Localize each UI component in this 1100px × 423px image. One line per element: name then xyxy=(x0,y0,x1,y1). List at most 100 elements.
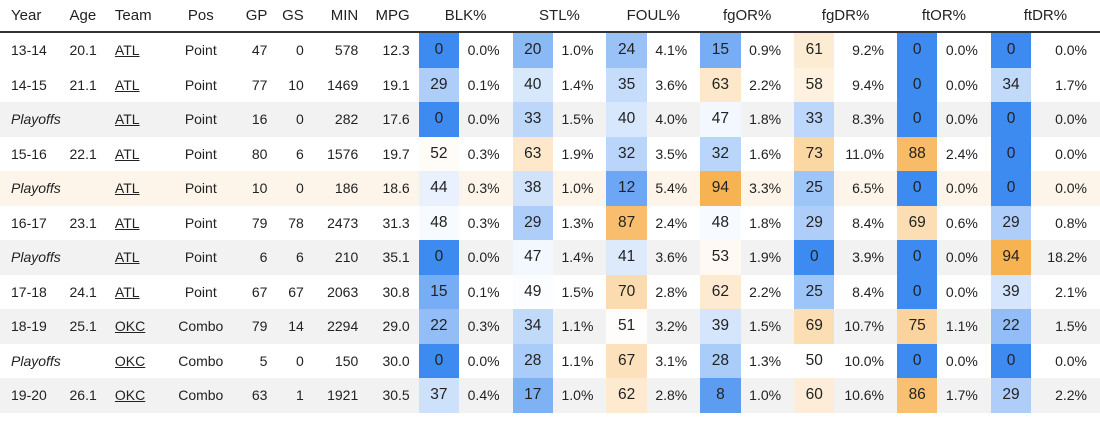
header-fgor[interactable]: fgOR% xyxy=(700,0,795,33)
header-blk[interactable]: BLK% xyxy=(418,0,513,33)
percentile-stl: 34 xyxy=(512,309,553,344)
cell-pos: Point xyxy=(184,42,217,59)
team-link[interactable]: ATL xyxy=(114,283,140,300)
value-blk: 0.1% xyxy=(467,283,500,300)
percentile-ftor: 88 xyxy=(897,136,938,171)
header-gp[interactable]: GP xyxy=(236,0,277,33)
header-row: Year Age Team Pos GP GS MIN MPG BLK% STL… xyxy=(0,0,1100,33)
value-foul: 2.8% xyxy=(646,378,701,413)
cell-gp: 67 xyxy=(251,283,268,300)
header-mpg[interactable]: MPG xyxy=(367,0,419,33)
cell-team: ATL xyxy=(104,32,166,68)
cell-mpg: 17.6 xyxy=(367,102,419,137)
cell-gs: 0 xyxy=(295,42,304,59)
value-fgdr: 10.7% xyxy=(834,309,898,344)
value-fgdr: 10.6% xyxy=(834,378,898,413)
value-fgor: 1.3% xyxy=(749,352,782,369)
percentile-ftdr: 22 xyxy=(990,309,1032,344)
percentile-foul: 70 xyxy=(606,274,647,309)
value-fgdr: 6.5% xyxy=(834,171,898,206)
percentile-fgor: 62 xyxy=(700,274,741,309)
cell-min: 282 xyxy=(312,102,368,137)
value-foul: 3.2% xyxy=(646,309,701,344)
cell-age xyxy=(58,171,104,206)
cell-mpg: 31.3 xyxy=(382,214,410,231)
header-team[interactable]: Team xyxy=(103,0,166,33)
percentile-blk: 0 xyxy=(418,32,460,68)
value-blk: 0.3% xyxy=(467,214,500,231)
header-age[interactable]: Age xyxy=(58,0,104,33)
header-year[interactable]: Year xyxy=(0,0,59,33)
table-row: 17-18 24.1 ATL Point 67 67 2063 30.8 15 0.1% 49 1.5… xyxy=(0,274,1100,309)
percentile-ftor: 0 xyxy=(897,67,938,102)
value-fgor: 1.9% xyxy=(740,240,795,275)
value-fgdr: 9.4% xyxy=(852,76,885,93)
cell-mpg: 30.8 xyxy=(382,283,410,300)
percentile-fgor: 63 xyxy=(700,67,741,102)
percentile-fgdr: 60 xyxy=(794,378,835,413)
percentile-ftdr: 29 xyxy=(990,205,1032,240)
percentile-fgor: 48 xyxy=(700,205,741,240)
cell-gp: 80 xyxy=(251,145,268,162)
team-link[interactable]: ATL xyxy=(114,145,140,162)
team-link[interactable]: OKC xyxy=(114,318,146,335)
cell-min: 578 xyxy=(334,42,359,59)
cell-year: 19-20 xyxy=(0,378,59,413)
header-gs[interactable]: GS xyxy=(276,0,313,33)
percentile-fgor: 15 xyxy=(700,32,741,68)
value-fgor: 1.5% xyxy=(740,309,795,344)
cell-min: 1921 xyxy=(312,378,368,413)
percentile-blk: 0 xyxy=(418,343,460,378)
value-fgor: 3.3% xyxy=(740,171,795,206)
cell-pos: Combo xyxy=(165,378,237,413)
cell-mpg: 30.5 xyxy=(367,378,419,413)
percentile-blk: 29 xyxy=(418,67,460,102)
value-ftor: 1.7% xyxy=(937,378,991,413)
value-fgor: 0.9% xyxy=(749,42,782,59)
value-foul: 3.6% xyxy=(655,76,688,93)
cell-age: 22.1 xyxy=(69,145,97,162)
percentile-blk: 0 xyxy=(418,102,460,137)
value-fgor: 2.2% xyxy=(749,76,782,93)
value-stl: 1.9% xyxy=(561,145,594,162)
percentile-ftor: 0 xyxy=(897,240,938,275)
cell-pos: Point xyxy=(184,214,217,231)
cell-gp: 5 xyxy=(259,352,268,369)
header-fgdr[interactable]: fgDR% xyxy=(794,0,898,33)
cell-mpg: 18.6 xyxy=(367,171,419,206)
cell-min: 186 xyxy=(312,171,368,206)
header-foul[interactable]: FOUL% xyxy=(606,0,701,33)
table-row: 14-15 21.1 ATL Point 77 10 1469 19.1 29 0.1% 40 1.4… xyxy=(0,67,1100,103)
header-min[interactable]: MIN xyxy=(312,0,368,33)
cell-pos: Combo xyxy=(178,352,224,369)
percentile-stl: 33 xyxy=(512,102,553,137)
header-ftdr[interactable]: ftDR% xyxy=(990,0,1100,33)
header-stl[interactable]: STL% xyxy=(512,0,607,33)
team-link[interactable]: ATL xyxy=(114,214,140,231)
cell-age: 20.1 xyxy=(69,42,97,59)
cell-team: ATL xyxy=(104,68,166,103)
team-link[interactable]: ATL xyxy=(114,76,140,93)
percentile-foul: 41 xyxy=(606,240,647,275)
percentile-ftor: 0 xyxy=(897,171,938,206)
percentile-fgor: 94 xyxy=(700,171,741,206)
team-link[interactable]: OKC xyxy=(114,387,146,404)
header-ftor[interactable]: ftOR% xyxy=(897,0,991,33)
team-link[interactable]: ATL xyxy=(114,42,140,59)
team-link[interactable]: OKC xyxy=(114,352,146,369)
team-link[interactable]: ATL xyxy=(114,111,140,128)
percentile-ftor: 75 xyxy=(897,309,938,344)
team-link[interactable]: ATL xyxy=(114,180,140,197)
cell-mpg: 35.1 xyxy=(367,240,419,275)
percentile-stl: 28 xyxy=(512,343,553,378)
value-ftor: 0.0% xyxy=(945,76,978,93)
percentile-stl: 40 xyxy=(512,67,553,102)
value-blk: 0.3% xyxy=(459,309,513,344)
cell-pos: Combo xyxy=(165,309,237,344)
value-ftdr: 0.0% xyxy=(1055,145,1087,162)
header-pos[interactable]: Pos xyxy=(165,0,237,33)
team-link[interactable]: ATL xyxy=(114,249,140,266)
value-ftor: 0.6% xyxy=(945,214,978,231)
cell-mpg: 19.1 xyxy=(382,76,410,93)
percentile-fgdr: 50 xyxy=(794,343,835,378)
